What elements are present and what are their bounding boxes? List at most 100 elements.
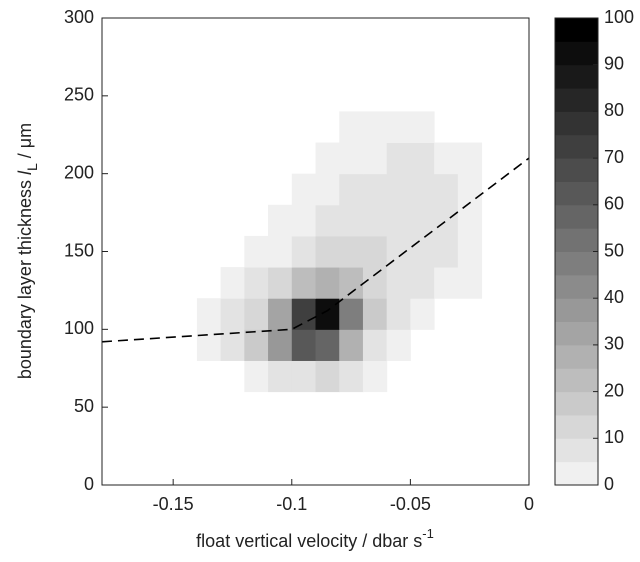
- density-cell: [315, 360, 340, 393]
- density-cell: [244, 267, 269, 299]
- density-cell: [362, 235, 388, 268]
- colorbar-swatch: [555, 134, 598, 159]
- density-cell: [339, 329, 364, 361]
- density-cell: [339, 360, 364, 393]
- colorbar-swatch: [555, 321, 598, 346]
- density-cell: [268, 204, 293, 237]
- colorbar-swatch: [555, 461, 598, 486]
- density-cell: [410, 142, 435, 175]
- colorbar-swatch: [555, 111, 598, 136]
- density-cell: [291, 204, 316, 237]
- density-cell: [410, 111, 435, 144]
- colorbar-tick-label: 50: [604, 240, 624, 260]
- density-cell: [268, 329, 293, 361]
- density-cell: [362, 298, 388, 330]
- density-cell: [339, 204, 364, 237]
- density-cell: [291, 173, 316, 206]
- density-cell: [386, 142, 411, 175]
- density-cell: [268, 267, 293, 299]
- x-tick-label: -0.05: [390, 494, 431, 514]
- colorbar-tick-label: 70: [604, 147, 624, 167]
- density-cell: [291, 267, 316, 299]
- density-cell: [386, 298, 411, 330]
- density-cell: [339, 235, 364, 268]
- y-axis-label: boundary layer thickness lL / μm: [15, 123, 40, 379]
- colorbar-swatch: [555, 88, 598, 112]
- colorbar-tick-label: 90: [604, 53, 624, 73]
- density-cell: [386, 111, 411, 144]
- density-cell: [457, 173, 483, 206]
- density-cell: [434, 267, 459, 299]
- density-cell: [386, 204, 411, 237]
- density-cell: [362, 329, 388, 361]
- density-cell: [386, 267, 411, 299]
- colorbar-tick-label: 10: [604, 427, 624, 447]
- density-cell: [315, 173, 340, 206]
- colorbar-swatch: [555, 18, 598, 42]
- x-tick-label: -0.15: [153, 494, 194, 514]
- colorbar-swatch: [555, 204, 598, 229]
- x-axis-label: float vertical velocity / dbar s-1: [196, 526, 434, 550]
- density-cell: [457, 142, 483, 175]
- density-cell: [457, 267, 483, 299]
- colorbar-swatch: [555, 438, 598, 463]
- colorbar-swatch: [555, 64, 598, 89]
- x-tick-label: 0: [524, 494, 534, 514]
- density-cell: [291, 235, 316, 268]
- density-cell: [196, 298, 222, 330]
- density-cell: [410, 267, 435, 299]
- density-cell: [457, 235, 483, 268]
- colorbar-tick-label: 80: [604, 100, 624, 120]
- density-cell: [339, 173, 364, 206]
- colorbar-swatch: [555, 228, 598, 252]
- y-tick-label: 200: [64, 162, 94, 182]
- density-cell: [386, 329, 411, 361]
- density-cell: [315, 298, 340, 330]
- colorbar-tick-label: 60: [604, 194, 624, 214]
- density-cell: [291, 298, 316, 330]
- density-cell: [434, 235, 459, 268]
- colorbar-swatch: [555, 251, 598, 276]
- colorbar-swatch: [555, 298, 598, 323]
- colorbar-swatch: [555, 391, 598, 416]
- density-cell: [315, 329, 340, 361]
- colorbar-tick-label: 30: [604, 334, 624, 354]
- y-tick-label: 100: [64, 318, 94, 338]
- density-cell: [220, 267, 245, 299]
- density-cell: [220, 329, 245, 361]
- colorbar-swatch: [555, 368, 598, 393]
- density-cell: [315, 267, 340, 299]
- fit-line: [101, 157, 530, 343]
- density-cell: [268, 298, 293, 330]
- density-cell: [362, 142, 388, 175]
- density-cell: [339, 111, 364, 144]
- colorbar-swatch: [555, 181, 598, 206]
- colorbar-swatch: [555, 344, 598, 369]
- density-cell: [315, 204, 340, 237]
- colorbar-tick-label: 20: [604, 380, 624, 400]
- density-cell: [244, 329, 269, 361]
- density-cell: [339, 298, 364, 330]
- density-cell: [244, 360, 269, 393]
- density-cell: [315, 235, 340, 268]
- density-cell: [339, 142, 364, 175]
- density-cell: [410, 235, 435, 268]
- y-tick-label: 250: [64, 85, 94, 105]
- colorbar-swatch: [555, 274, 598, 299]
- y-tick-label: 300: [64, 7, 94, 27]
- density-cell: [362, 111, 388, 144]
- density-cell: [434, 142, 459, 175]
- density-cell: [315, 142, 340, 175]
- x-tick-label: -0.1: [276, 494, 307, 514]
- density-cell: [268, 360, 293, 393]
- density-cell: [339, 267, 364, 299]
- density-cell: [386, 173, 411, 206]
- density-cell: [362, 173, 388, 206]
- density-cell: [244, 235, 269, 268]
- colorbar-tick-label: 40: [604, 287, 624, 307]
- y-tick-label: 150: [64, 240, 94, 260]
- density-cell: [291, 329, 316, 361]
- density-cell: [410, 298, 435, 330]
- colorbar-tick-label: 100: [604, 7, 634, 27]
- density-cell: [457, 204, 483, 237]
